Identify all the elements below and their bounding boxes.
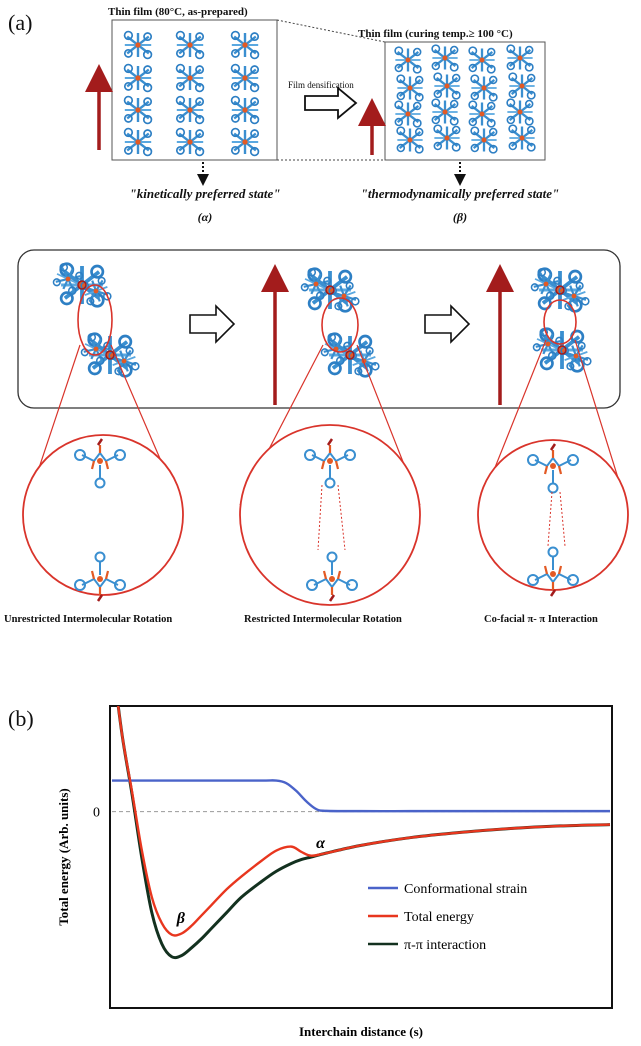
caption-unrestricted: Unrestricted Intermolecular Rotation bbox=[4, 614, 173, 625]
film-left-title: Thin film (80°C, as-prepared) bbox=[108, 6, 248, 18]
y-axis-label: Total energy (Arb. units) bbox=[56, 788, 71, 925]
series-line-1 bbox=[116, 706, 611, 937]
mechanism-arrow-2 bbox=[424, 304, 471, 344]
caption-cofacial: Co-facial π- π Interaction bbox=[484, 614, 598, 625]
state-left-symbol: (α) bbox=[197, 210, 213, 224]
annotation-1: α bbox=[316, 835, 326, 852]
film-right-title: Thin film (curing temp.≥ 100 °C) bbox=[358, 28, 513, 40]
state-right-text: "thermodynamically preferred state" bbox=[360, 186, 560, 201]
mechanism-arrow-1 bbox=[189, 304, 236, 344]
plot-frame bbox=[109, 705, 613, 1009]
densification-arrow bbox=[304, 86, 358, 120]
series-line-0 bbox=[112, 779, 610, 813]
annotation-0: β bbox=[176, 910, 186, 927]
x-axis-label: Interchain distance (s) bbox=[299, 1024, 423, 1039]
state-left-text: "kinetically preferred state" bbox=[129, 186, 281, 201]
legend-label-1: Total energy bbox=[404, 910, 474, 925]
legend-label-0: Conformational strain bbox=[404, 882, 527, 897]
mechanism-panel bbox=[17, 249, 621, 409]
caption-restricted: Restricted Intermolecular Rotation bbox=[244, 614, 402, 625]
panel-a-label: (a) bbox=[8, 10, 33, 35]
zoom-circle-2 bbox=[239, 424, 421, 606]
panel-a-figure bbox=[17, 19, 629, 606]
legend-label-2: π-π interaction bbox=[404, 938, 486, 953]
panel-b-label: (b) bbox=[8, 706, 34, 731]
densification-label: Film densification bbox=[288, 80, 354, 90]
y-tick-zero: 0 bbox=[93, 806, 100, 821]
zoom-circle-1 bbox=[22, 434, 184, 596]
state-right-symbol: (β) bbox=[452, 210, 468, 224]
